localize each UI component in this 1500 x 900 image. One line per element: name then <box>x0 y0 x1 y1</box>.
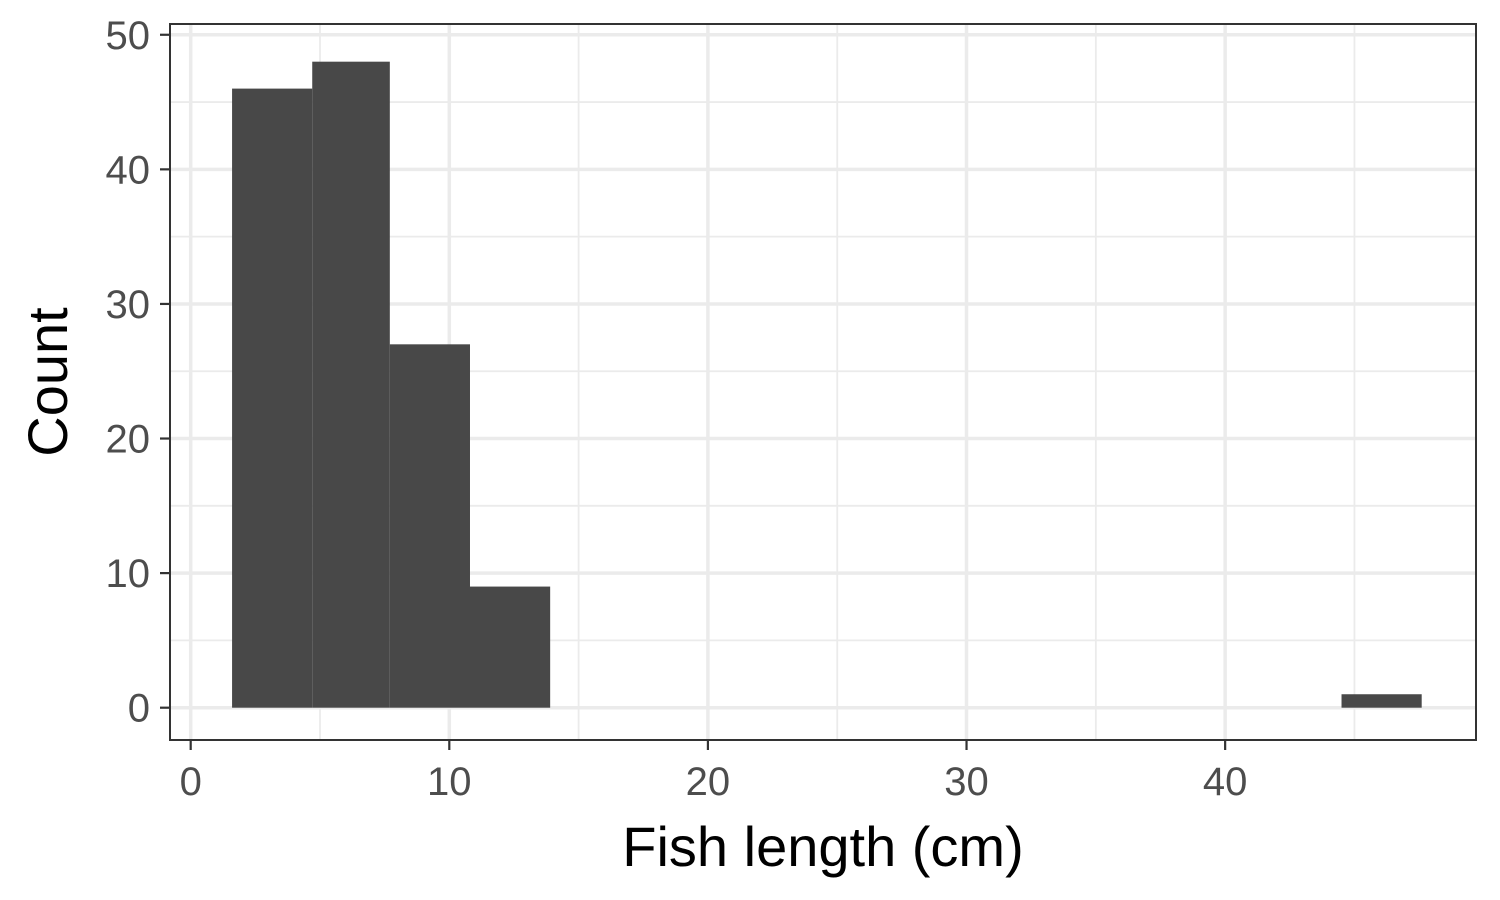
y-tick-label: 0 <box>128 687 150 731</box>
histogram-bar <box>469 586 551 708</box>
y-tick-label: 40 <box>106 148 151 192</box>
histogram-bar <box>232 88 313 708</box>
x-axis-title: Fish length (cm) <box>622 815 1023 878</box>
x-tick-label: 40 <box>1203 760 1248 804</box>
y-tick-label: 50 <box>106 14 151 58</box>
y-tick-label: 10 <box>106 552 151 596</box>
y-axis-title: Count <box>16 307 79 457</box>
histogram-bar <box>1341 694 1422 708</box>
x-tick-label: 20 <box>686 760 731 804</box>
histogram-bars <box>232 61 1422 708</box>
y-axis-ticks: 0 10 20 30 40 50 <box>106 14 170 731</box>
x-axis-ticks: 0 10 20 30 40 <box>180 740 1248 804</box>
panel-border <box>169 23 1477 741</box>
y-tick-label: 20 <box>106 418 151 462</box>
histogram-bar <box>312 61 390 708</box>
x-tick-label: 0 <box>180 760 202 804</box>
histogram-bar <box>389 344 470 708</box>
y-tick-label: 30 <box>106 283 151 327</box>
x-tick-label: 10 <box>427 760 472 804</box>
x-tick-label: 30 <box>944 760 989 804</box>
